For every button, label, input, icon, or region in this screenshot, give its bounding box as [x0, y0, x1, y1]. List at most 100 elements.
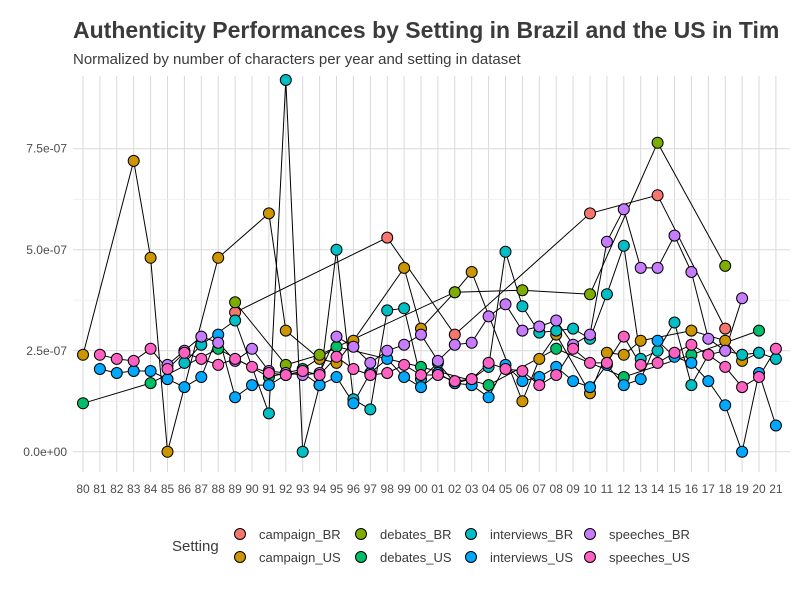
data-point-interviews_BR [178, 356, 191, 369]
data-point-speeches_BR [482, 310, 495, 323]
x-tick-label: 13 [634, 482, 648, 496]
x-tick-label: 84 [144, 482, 158, 496]
data-point-campaign_US [516, 395, 529, 408]
data-point-campaign_BR [651, 189, 664, 202]
data-point-debates_BR [584, 288, 596, 301]
legend-key-speeches_BR [584, 528, 596, 540]
series-line-debates_BR [234, 141, 726, 366]
data-point-speeches_US [110, 352, 123, 365]
data-point-interviews_US [178, 381, 191, 394]
x-tick-label: 97 [364, 482, 378, 496]
data-point-interviews_BR [516, 300, 529, 313]
x-tick-label: 14 [651, 482, 665, 496]
x-tick-label: 08 [550, 482, 564, 496]
data-point-interviews_BR [262, 407, 275, 420]
data-point-speeches_US [550, 369, 563, 381]
data-point-speeches_US [482, 356, 495, 369]
data-point-speeches_US [347, 363, 360, 375]
data-point-interviews_US [110, 367, 123, 379]
data-point-interviews_US [719, 399, 732, 412]
data-point-speeches_US [296, 365, 309, 377]
legend-key-campaign_US [234, 551, 246, 563]
x-tick-label: 82 [110, 482, 124, 496]
legend-key-interviews_BR [465, 528, 477, 540]
data-point-speeches_US [381, 367, 394, 379]
legend: Setting campaign_BR campaign_US debates_BR… [172, 527, 690, 565]
data-point-speeches_BR [381, 344, 394, 357]
legend-title: Setting [172, 538, 219, 555]
legend-key-debates_US [355, 551, 367, 563]
data-point-speeches_US [634, 358, 647, 371]
x-tick-label: 87 [195, 482, 209, 496]
data-point-interviews_US [584, 381, 596, 394]
data-point-campaign_BR [448, 328, 461, 341]
data-point-speeches_BR [584, 328, 596, 341]
data-point-campaign_US [127, 154, 140, 167]
y-axis-ticks: 0.0e+00 2.5e-07 5.0e-07 7.5e-07 [23, 142, 67, 459]
data-point-campaign_US [144, 251, 157, 264]
data-point-speeches_US [431, 369, 444, 381]
x-tick-label: 00 [414, 482, 428, 496]
data-point-interviews_BR [769, 352, 782, 365]
data-point-speeches_BR [415, 328, 427, 341]
data-point-speeches_US [448, 375, 461, 388]
data-point-interviews_BR [296, 445, 309, 458]
data-point-debates_BR [313, 348, 326, 361]
data-point-speeches_BR [550, 314, 563, 327]
data-point-speeches_BR [634, 261, 647, 274]
data-point-speeches_BR [246, 342, 258, 355]
x-tick-label: 12 [617, 482, 631, 496]
x-tick-label: 83 [127, 482, 141, 496]
y-tick-label: 7.5e-07 [26, 142, 67, 156]
data-point-speeches_US [685, 338, 698, 351]
data-point-interviews_US [769, 419, 782, 432]
data-point-speeches_US [415, 369, 427, 381]
data-point-speeches_BR [364, 356, 377, 369]
data-point-speeches_US [617, 330, 630, 343]
series-line-campaign_BR [234, 194, 726, 336]
data-point-speeches_US [279, 369, 292, 381]
data-point-debates_BR [516, 284, 529, 297]
data-point-debates_BR [448, 286, 461, 299]
x-axis-ticks: 80 81 82 83 84 85 86 87 88 89 90 91 92 93 94 95 96 97 98 99… [76, 482, 783, 496]
legend-label-speeches_BR: speeches_BR [609, 527, 690, 542]
data-point-speeches_US [195, 352, 208, 365]
data-point-interviews_BR [499, 245, 512, 258]
data-point-speeches_US [229, 352, 242, 365]
data-point-speeches_BR [685, 266, 698, 278]
data-point-interviews_BR [229, 314, 242, 327]
data-point-speeches_BR [600, 235, 613, 248]
data-point-interviews_BR [364, 403, 377, 416]
x-tick-label: 19 [735, 482, 749, 496]
legend-label-campaign_BR: campaign_BR [259, 527, 341, 542]
x-tick-label: 09 [566, 482, 580, 496]
x-tick-label: 85 [161, 482, 175, 496]
x-tick-label: 81 [93, 482, 107, 496]
legend-label-interviews_US: interviews_US [490, 550, 573, 565]
x-tick-label: 20 [752, 482, 766, 496]
x-tick-label: 05 [499, 482, 513, 496]
data-point-speeches_US [516, 365, 529, 377]
x-tick-label: 06 [516, 482, 530, 496]
x-tick-label: 15 [668, 482, 682, 496]
x-tick-label: 92 [279, 482, 293, 496]
data-point-interviews_US [634, 373, 647, 386]
data-point-speeches_US [769, 342, 782, 355]
data-point-speeches_BR [448, 338, 461, 351]
data-point-speeches_BR [212, 336, 225, 349]
data-point-interviews_US [246, 379, 258, 392]
data-point-speeches_US [753, 371, 765, 383]
x-tick-label: 95 [330, 482, 344, 496]
data-point-interviews_BR [381, 304, 394, 317]
x-tick-label: 07 [533, 482, 547, 496]
data-point-speeches_US [600, 356, 613, 369]
data-point-speeches_US [465, 373, 478, 386]
series-line-interviews_BR [184, 79, 777, 452]
data-point-speeches_US [533, 379, 546, 392]
data-point-interviews_US [195, 371, 208, 383]
data-point-speeches_BR [499, 298, 512, 311]
data-point-speeches_BR [533, 320, 546, 333]
data-point-campaign_US [398, 261, 411, 274]
data-point-speeches_BR [398, 338, 411, 351]
data-point-interviews_US [617, 379, 630, 392]
